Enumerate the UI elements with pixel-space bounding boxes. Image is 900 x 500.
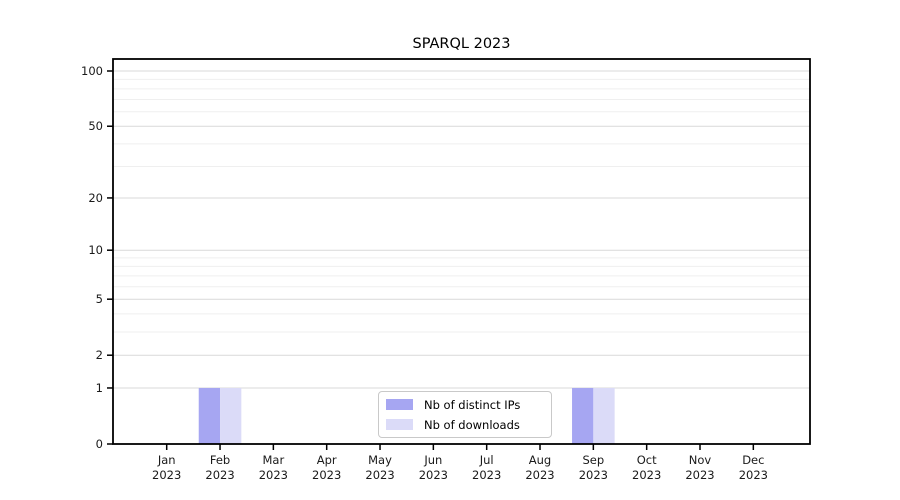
x-tick-label-month: Aug [529,453,551,467]
legend-swatch-downloads [386,419,413,430]
y-tick-label: 5 [96,292,103,306]
x-tick-label-year: 2023 [685,468,714,482]
x-tick-label-year: 2023 [472,468,501,482]
x-tick-label-year: 2023 [419,468,448,482]
x-tick-label-month: Feb [210,453,230,467]
bar [198,387,221,444]
y-tick-label: 20 [88,191,103,205]
x-tick-label-year: 2023 [259,468,288,482]
x-tick-label-month: Apr [317,453,337,467]
x-tick-label-year: 2023 [579,468,608,482]
x-tick-label-year: 2023 [312,468,341,482]
x-tick-label-year: 2023 [525,468,554,482]
y-tick-label: 100 [81,64,103,78]
x-tick-label-month: Dec [742,453,764,467]
x-tick-label-month: Oct [637,453,657,467]
y-tick-label: 50 [88,119,103,133]
x-tick-label-year: 2023 [365,468,394,482]
y-tick-label: 10 [88,243,103,257]
x-tick-label-month: Jan [157,453,176,467]
bar [593,387,615,444]
x-tick-label-month: Sep [582,453,604,467]
legend-label: Nb of distinct IPs [424,397,521,412]
x-tick-label-month: Jun [423,453,442,467]
x-tick-label-month: Jul [479,453,494,467]
x-tick-label-year: 2023 [152,468,181,482]
x-tick-label-month: Mar [263,453,285,467]
bar [572,387,594,444]
chart-title: SPARQL 2023 [412,36,511,52]
legend: Nb of distinct IPs Nb of downloads [378,391,552,438]
x-tick-label-year: 2023 [632,468,661,482]
legend-item-downloads: Nb of downloads [379,417,551,433]
x-tick-label-year: 2023 [739,468,768,482]
legend-label: Nb of downloads [424,417,520,432]
y-tick-label: 0 [96,437,103,451]
x-tick-label-month: Nov [689,453,712,467]
bar [220,387,242,444]
legend-item-distinct-ips: Nb of distinct IPs [379,397,551,413]
axes-spines [112,58,811,445]
y-tick-label: 2 [96,348,103,362]
x-tick-label-year: 2023 [205,468,234,482]
legend-swatch-distinct-ips [386,399,413,410]
y-tick-label: 1 [96,381,103,395]
x-tick-label-month: May [368,453,392,467]
